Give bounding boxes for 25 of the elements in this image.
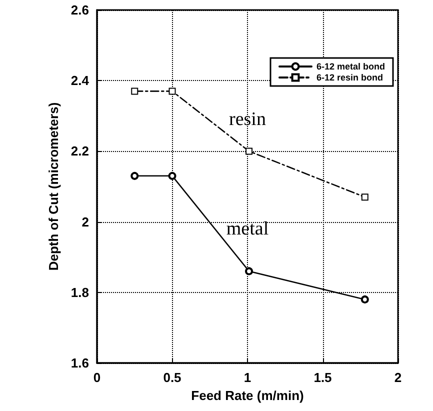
point xyxy=(168,88,176,95)
annotation: resin xyxy=(229,108,266,130)
x-tick-label: 0 xyxy=(93,370,101,385)
y-tick-label: 2.6 xyxy=(70,2,89,18)
x-axis-title: Feed Rate (m/min) xyxy=(191,388,304,403)
annotation: metal xyxy=(226,218,269,240)
y-tick-label: 2.4 xyxy=(70,73,90,88)
legend-label: 6-12 metal bond xyxy=(316,62,385,72)
x-tick-label: 1 xyxy=(244,370,252,385)
point xyxy=(130,172,139,180)
y-tick-label: 1.6 xyxy=(70,356,89,370)
y-tick-label: 2 xyxy=(82,214,89,230)
y-tick-label: 1.8 xyxy=(70,284,89,300)
point xyxy=(361,194,368,201)
x-tick-label: 1.5 xyxy=(314,370,332,385)
y-axis-title: Depth of Cut (micrometers) xyxy=(46,102,62,271)
legend-label: 6-12 resin bond xyxy=(316,72,383,82)
point xyxy=(246,148,253,155)
y-tick-label: 2.2 xyxy=(70,144,89,159)
point xyxy=(360,295,369,304)
point xyxy=(131,88,138,95)
x-tick-label: 2 xyxy=(394,370,402,385)
point xyxy=(168,172,176,180)
point xyxy=(245,267,254,276)
x-tick-label: 0.5 xyxy=(163,370,182,385)
